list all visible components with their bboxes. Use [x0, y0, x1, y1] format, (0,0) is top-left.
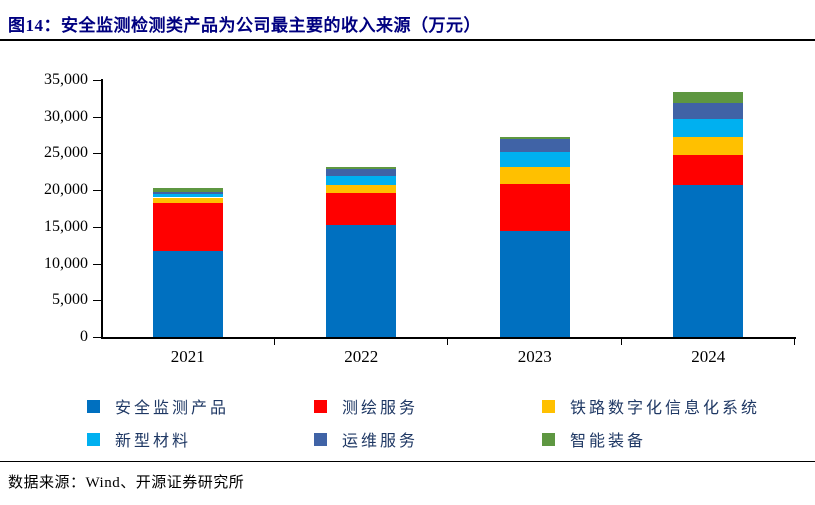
legend-label: 测绘服务: [342, 400, 419, 417]
source-divider: [0, 461, 815, 462]
bar-segment: [152, 251, 223, 337]
bar-segment: [499, 138, 570, 152]
legend-label: 新型材料: [115, 433, 192, 450]
bar-2021: [152, 187, 223, 337]
x-axis-tick-mark: [620, 339, 622, 345]
bar-segment: [499, 183, 570, 232]
bar-segment: [673, 136, 744, 155]
bar-segment: [499, 166, 570, 184]
y-axis-tick-mark: [93, 263, 101, 265]
bar-segment: [152, 187, 223, 192]
x-axis-label: 2024: [691, 347, 726, 366]
legend-item: 测绘服务: [314, 394, 418, 418]
title-divider: [0, 39, 815, 41]
bar-2023: [499, 137, 570, 337]
x-axis-tick-mark: [794, 339, 795, 345]
y-axis-tick-label: 35,000: [44, 71, 88, 88]
legend-swatch: [314, 399, 327, 413]
bar-segment: [673, 154, 744, 185]
legend-item: 铁路数字化信息化系统: [542, 394, 760, 418]
y-axis-tick-label: 15,000: [44, 217, 88, 235]
legend-item: 安全监测产品: [87, 394, 229, 418]
bar-segment: [152, 193, 223, 198]
x-axis-label: 2023: [517, 347, 552, 366]
bar-segment: [326, 185, 397, 194]
x-axis-label: 2021: [170, 347, 205, 366]
legend-swatch: [87, 399, 100, 413]
y-axis-tick-mark: [93, 190, 101, 192]
legend-swatch: [87, 432, 100, 446]
y-axis-tick-mark: [93, 116, 101, 118]
y-axis-tick-mark: [93, 226, 101, 228]
legend-swatch: [542, 399, 555, 413]
y-axis-tick-label: 20,000: [44, 181, 88, 199]
figure-title: 图14：安全监测检测类产品为公司最主要的收入来源（万元）: [8, 16, 481, 35]
y-axis-tick-mark: [93, 153, 101, 155]
y-axis-tick-mark: [93, 300, 101, 302]
y-axis-tick-label: 10,000: [44, 254, 88, 272]
y-axis-tick-mark: [93, 80, 101, 81]
data-source: 数据来源：Wind、开源证券研究所: [8, 475, 245, 491]
legend-item: 智能装备: [542, 427, 646, 451]
bar-segment: [673, 91, 744, 103]
x-axis-line: [101, 337, 796, 339]
bar-2024: [673, 91, 744, 337]
y-axis-line: [101, 79, 103, 339]
legend-label: 铁路数字化信息化系统: [570, 400, 761, 417]
x-axis-tick-mark: [273, 339, 275, 345]
bar-segment: [326, 176, 397, 185]
y-axis-tick-label: 25,000: [44, 144, 88, 162]
bar-segment: [152, 197, 223, 204]
x-axis-label: 2022: [344, 347, 379, 366]
legend-item: 运维服务: [314, 427, 418, 451]
bar-segment: [499, 151, 570, 167]
legend-label: 智能装备: [570, 433, 647, 450]
bar-segment: [673, 118, 744, 137]
legend-swatch: [314, 432, 327, 446]
y-axis-tick-label: 0: [80, 328, 88, 345]
bar-segment: [326, 167, 397, 169]
bar-segment: [152, 203, 223, 252]
legend-label: 运维服务: [342, 433, 419, 450]
y-axis-tick-mark: [93, 337, 101, 338]
bar-segment: [499, 137, 570, 139]
bar-segment: [326, 168, 397, 177]
bar-2022: [326, 167, 397, 337]
bar-segment: [673, 185, 744, 337]
y-axis-tick-label: 30,000: [44, 107, 88, 125]
bar-segment: [499, 231, 570, 337]
x-axis-tick-mark: [447, 339, 448, 345]
legend-item: 新型材料: [87, 427, 191, 451]
bar-segment: [326, 193, 397, 226]
bar-segment: [673, 102, 744, 119]
y-axis-tick-label: 5,000: [52, 291, 88, 309]
legend-label: 安全监测产品: [115, 400, 230, 417]
bar-segment: [326, 225, 397, 337]
legend-swatch: [542, 432, 555, 446]
bar-segment: [152, 191, 223, 194]
